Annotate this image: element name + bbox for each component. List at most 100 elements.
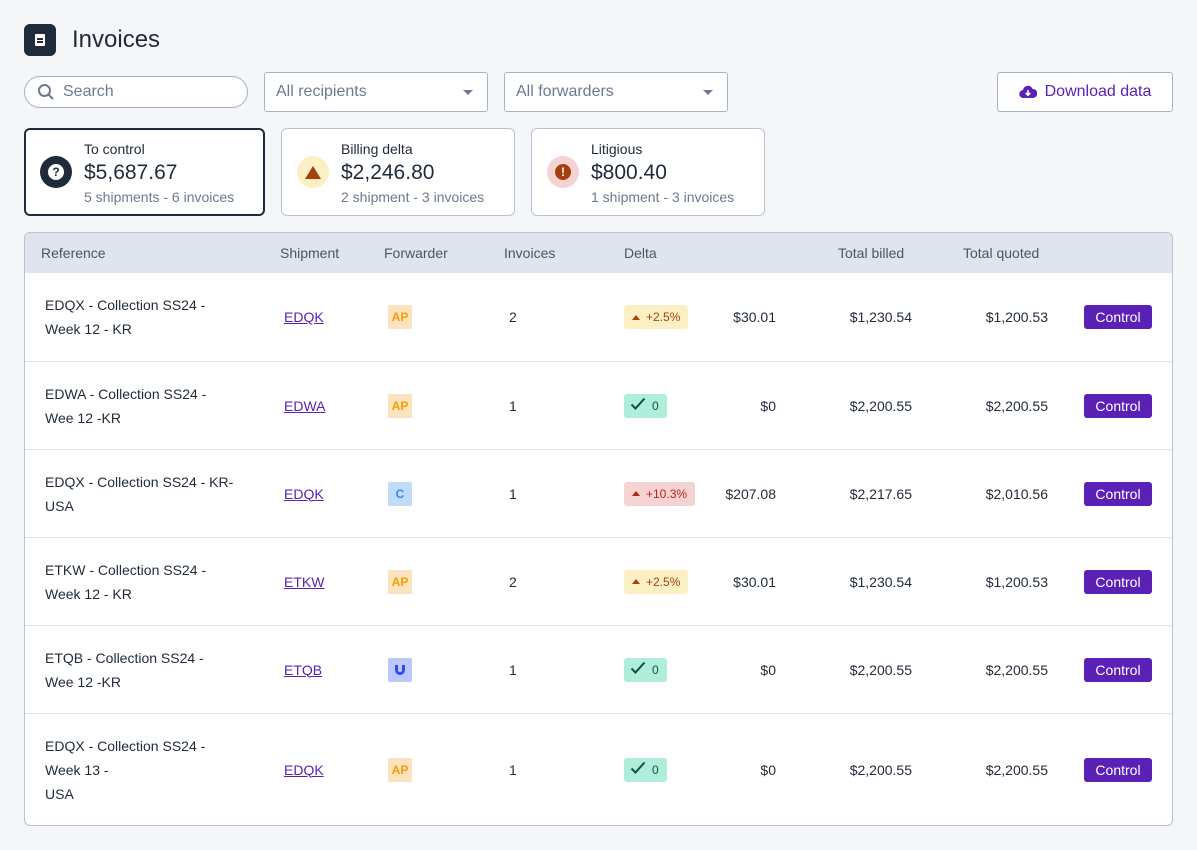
shipment-link[interactable]: ETQB [284, 661, 323, 678]
total-billed: $1,230.54 [849, 309, 912, 325]
card-billing-delta[interactable]: Billing delta $2,246.80 2 shipment - 3 i… [281, 128, 515, 216]
reference-cell: ETKW - Collection SS24 - Week 12 - KR [45, 558, 245, 606]
forwarder-badge: AP [388, 757, 412, 782]
card-subtitle: 1 shipment - 3 invoices [591, 189, 735, 205]
invoices-count: 1 [509, 485, 517, 502]
card-amount: $2,246.80 [341, 161, 435, 184]
arrow-up-icon [632, 491, 640, 496]
column-total-billed[interactable]: Total billed [838, 245, 905, 261]
control-button[interactable]: Control [1084, 569, 1152, 594]
arrow-up-icon [632, 314, 640, 320]
invoices-count: 1 [509, 761, 517, 778]
check-icon [630, 397, 646, 414]
download-data-button[interactable]: Download data [997, 72, 1173, 112]
delta-percent: +10.3% [646, 486, 688, 501]
shipment-link[interactable]: EDQK [284, 309, 324, 325]
warning-icon [297, 156, 329, 188]
invoices-logo-icon [24, 24, 56, 56]
question-icon: ? [40, 156, 72, 188]
control-button[interactable]: Control [1084, 305, 1152, 329]
control-button[interactable]: Control [1084, 481, 1152, 506]
delta-percent: 0 [652, 662, 659, 677]
column-total-quoted[interactable]: Total quoted [963, 245, 1040, 261]
shipment-link[interactable]: EDQK [284, 761, 324, 778]
reference-line: EDWA - Collection SS24 - [45, 385, 207, 402]
card-litigious[interactable]: ! Litigious $800.40 1 shipment - 3 invoi… [531, 128, 765, 216]
total-billed: $2,200.55 [849, 661, 912, 678]
delta-badge: 0 [624, 757, 667, 782]
table-header: Reference Shipment Forwarder Invoices De… [25, 233, 1172, 273]
reference-line: ETKW - Collection SS24 - [45, 561, 207, 578]
total-quoted: $2,010.56 [985, 485, 1048, 502]
shipment-link[interactable]: ETKW [284, 573, 325, 590]
total-billed: $1,230.54 [849, 573, 912, 590]
card-amount: $800.40 [591, 161, 667, 184]
card-subtitle: 5 shipments - 6 invoices [84, 189, 235, 205]
delta-percent: 0 [652, 762, 659, 777]
shipment-link[interactable]: EDQK [284, 485, 324, 502]
reference-line: USA [45, 785, 74, 802]
delta-percent: +2.5% [646, 574, 681, 589]
delta-badge: +2.5% [624, 305, 689, 329]
delta-badge: +2.5% [624, 569, 689, 594]
reference-line: Wee 12 -KR [45, 673, 121, 690]
table-body: EDQX - Collection SS24 - Week 12 - KR EDQK… [25, 273, 1172, 825]
forwarder-badge: AP [388, 569, 412, 594]
chevron-down-icon [463, 89, 473, 95]
column-shipment[interactable]: Shipment [280, 245, 340, 261]
card-subtitle: 2 shipment - 3 invoices [341, 189, 485, 205]
table-row: ETKW - Collection SS24 - Week 12 - KR ETKW… [25, 537, 1172, 625]
forwarder-badge: C [388, 481, 412, 506]
arrow-up-icon [632, 579, 640, 584]
reference-line: EDQX - Collection SS24 - [45, 297, 206, 313]
reference-line: ETQB - Collection SS24 - [45, 649, 204, 666]
invoices-count: 1 [509, 397, 517, 414]
delta-amount: $30.01 [733, 573, 776, 590]
card-to-control[interactable]: ? To control $5,687.67 5 shipments - 6 i… [24, 128, 265, 216]
forwarders-select[interactable]: All forwarders [504, 72, 728, 112]
delta-percent: 0 [652, 398, 659, 413]
magnet-icon [388, 657, 412, 682]
control-button[interactable]: Control [1084, 757, 1152, 782]
delta-amount: $0 [760, 661, 776, 678]
reference-line: Week 12 - KR [45, 321, 132, 337]
table-row: EDQX - Collection SS24 - Week 13 - USA EDQK… [25, 713, 1172, 825]
total-quoted: $1,200.53 [985, 309, 1048, 325]
delta-amount: $30.01 [733, 309, 776, 325]
control-button[interactable]: Control [1084, 393, 1152, 418]
forwarder-badge: AP [388, 393, 412, 418]
check-icon [630, 761, 646, 778]
reference-cell: EDQX - Collection SS24 - Week 13 - USA [45, 734, 245, 806]
control-button[interactable]: Control [1084, 657, 1152, 682]
delta-badge: +10.3% [624, 481, 696, 506]
search-input[interactable] [63, 83, 233, 101]
table-row: ETQB - Collection SS24 - Wee 12 -KR ETQB 1 0… [25, 625, 1172, 713]
download-data-label: Download data [1044, 83, 1152, 100]
delta-percent: +2.5% [646, 310, 681, 324]
delta-badge: 0 [624, 393, 667, 418]
reference-cell: ETQB - Collection SS24 - Wee 12 -KR [45, 646, 245, 694]
recipients-select-value: All recipients [276, 83, 367, 100]
chevron-down-icon [703, 89, 713, 95]
card-label: Billing delta [341, 141, 413, 157]
recipients-select[interactable]: All recipients [264, 72, 488, 112]
reference-line: Wee 12 -KR [45, 409, 121, 426]
forwarders-select-value: All forwarders [516, 83, 614, 100]
reference-line: EDQX - Collection SS24 - KR- [45, 473, 234, 490]
card-label: To control [84, 141, 145, 157]
search-icon [38, 84, 54, 100]
table-row: EDQX - Collection SS24 - KR- USA EDQK C 1 +10… [25, 449, 1172, 537]
search-field[interactable] [24, 76, 248, 108]
column-forwarder[interactable]: Forwarder [384, 245, 448, 261]
shipment-link[interactable]: EDWA [284, 397, 326, 414]
table-row: EDWA - Collection SS24 - Wee 12 -KR EDWA AP… [25, 361, 1172, 449]
column-invoices[interactable]: Invoices [504, 245, 556, 261]
card-label: Litigious [591, 141, 643, 157]
reference-line: Week 13 - [45, 761, 109, 778]
column-reference[interactable]: Reference [41, 245, 106, 261]
reference-line: EDQX - Collection SS24 - [45, 737, 206, 754]
reference-cell: EDWA - Collection SS24 - Wee 12 -KR [45, 382, 245, 430]
invoices-count: 1 [509, 661, 517, 678]
invoices-count: 2 [509, 573, 517, 590]
column-delta[interactable]: Delta [624, 245, 657, 261]
